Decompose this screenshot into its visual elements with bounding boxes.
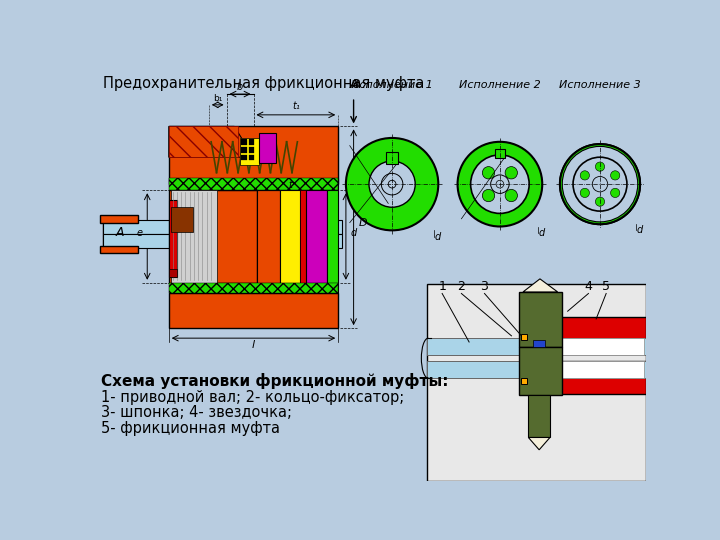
Bar bbox=[328, 190, 338, 283]
Circle shape bbox=[560, 144, 640, 224]
Circle shape bbox=[369, 161, 415, 207]
Circle shape bbox=[595, 162, 605, 171]
Text: A: A bbox=[349, 78, 358, 91]
Text: e: e bbox=[137, 228, 143, 238]
Circle shape bbox=[593, 177, 608, 192]
Bar bbox=[259, 132, 276, 164]
Circle shape bbox=[496, 180, 504, 188]
Text: 5- фрикционная муфта: 5- фрикционная муфта bbox=[101, 421, 280, 436]
Bar bbox=[171, 190, 217, 283]
Bar bbox=[527, 316, 647, 349]
Circle shape bbox=[346, 138, 438, 231]
Circle shape bbox=[505, 190, 518, 201]
Bar bbox=[104, 220, 342, 234]
Text: Исполнение 2: Исполнение 2 bbox=[459, 80, 541, 90]
Polygon shape bbox=[523, 279, 558, 292]
Bar bbox=[495, 148, 505, 158]
Text: Предохранительная фрикционная муфта: Предохранительная фрикционная муфта bbox=[102, 76, 424, 91]
Bar bbox=[249, 139, 254, 145]
Bar bbox=[168, 178, 338, 190]
Bar bbox=[168, 269, 176, 276]
Text: Схема установки фрикционной муфты:: Схема установки фрикционной муфты: bbox=[101, 373, 449, 389]
Bar bbox=[257, 190, 281, 283]
Circle shape bbox=[580, 171, 590, 180]
Text: d: d bbox=[351, 228, 357, 238]
Bar bbox=[168, 283, 338, 294]
Text: Исполнение 1: Исполнение 1 bbox=[351, 80, 433, 90]
Circle shape bbox=[482, 167, 495, 179]
Bar bbox=[241, 155, 246, 160]
Bar bbox=[306, 190, 328, 283]
Circle shape bbox=[490, 175, 509, 193]
Circle shape bbox=[457, 142, 542, 226]
Text: A: A bbox=[116, 226, 124, 239]
Text: 3- шпонка; 4- звездочка;: 3- шпонка; 4- звездочка; bbox=[101, 405, 292, 420]
Circle shape bbox=[560, 144, 640, 224]
Text: 1- приводной вал; 2- кольцо-фиксатор;: 1- приводной вал; 2- кольцо-фиксатор; bbox=[101, 390, 405, 405]
Circle shape bbox=[573, 157, 627, 211]
Polygon shape bbox=[168, 126, 253, 157]
Text: d: d bbox=[539, 228, 544, 238]
Bar bbox=[168, 294, 338, 328]
Bar bbox=[386, 152, 398, 164]
Text: D: D bbox=[359, 219, 367, 228]
Bar bbox=[519, 292, 562, 347]
Text: b: b bbox=[236, 82, 243, 92]
Bar bbox=[168, 283, 338, 294]
Text: 4: 4 bbox=[585, 280, 593, 293]
Bar bbox=[99, 215, 138, 222]
Bar bbox=[521, 334, 527, 340]
Bar bbox=[168, 126, 338, 184]
Text: 1: 1 bbox=[438, 280, 446, 293]
Bar bbox=[168, 126, 238, 157]
Text: 5: 5 bbox=[602, 280, 610, 293]
Bar bbox=[300, 190, 306, 283]
Text: Исполнение 3: Исполнение 3 bbox=[559, 80, 641, 90]
Bar bbox=[104, 234, 342, 248]
Bar bbox=[241, 139, 246, 145]
Bar bbox=[104, 219, 134, 249]
Circle shape bbox=[471, 155, 529, 213]
Bar bbox=[528, 361, 644, 378]
Bar bbox=[519, 347, 562, 395]
Circle shape bbox=[482, 190, 495, 201]
Circle shape bbox=[562, 146, 638, 222]
Bar bbox=[281, 190, 300, 283]
Circle shape bbox=[595, 197, 605, 206]
Bar bbox=[240, 138, 259, 165]
Text: t: t bbox=[289, 180, 292, 190]
Circle shape bbox=[388, 180, 396, 188]
Bar bbox=[249, 147, 254, 153]
Bar bbox=[168, 178, 338, 190]
Bar bbox=[533, 340, 545, 347]
Bar bbox=[521, 378, 527, 384]
Circle shape bbox=[382, 173, 403, 195]
Bar bbox=[427, 338, 647, 355]
Bar bbox=[427, 361, 647, 378]
Text: b₁: b₁ bbox=[213, 94, 222, 103]
Bar bbox=[528, 395, 550, 437]
Circle shape bbox=[505, 167, 518, 179]
Bar bbox=[528, 338, 644, 355]
Text: l: l bbox=[252, 340, 255, 350]
Bar bbox=[171, 207, 193, 232]
Circle shape bbox=[611, 188, 620, 198]
Circle shape bbox=[580, 188, 590, 198]
Text: 2: 2 bbox=[457, 280, 465, 293]
Bar bbox=[427, 284, 647, 481]
Circle shape bbox=[566, 150, 634, 218]
Bar bbox=[99, 246, 138, 253]
Bar bbox=[249, 155, 254, 160]
Circle shape bbox=[611, 171, 620, 180]
Text: t₁: t₁ bbox=[292, 102, 300, 111]
Text: d: d bbox=[434, 232, 441, 241]
Text: d: d bbox=[636, 225, 642, 235]
Polygon shape bbox=[528, 437, 550, 450]
Bar bbox=[168, 200, 176, 276]
Bar bbox=[168, 190, 257, 283]
Text: 3: 3 bbox=[480, 280, 488, 293]
Bar bbox=[527, 361, 647, 394]
Bar bbox=[241, 147, 246, 153]
